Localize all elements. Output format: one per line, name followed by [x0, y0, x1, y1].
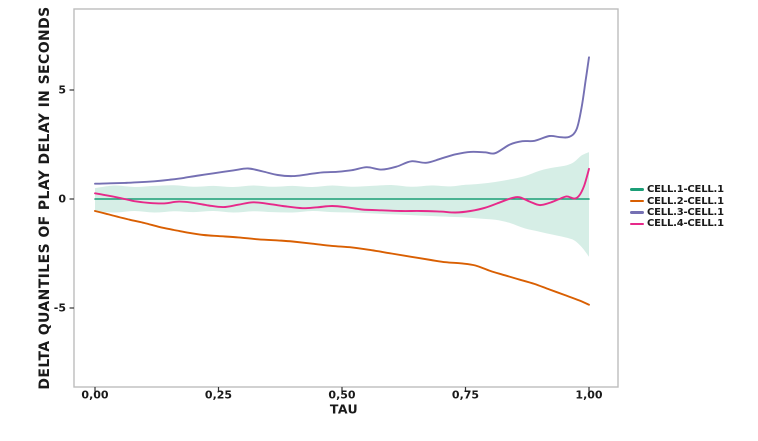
legend: CELL.1-CELL.1 CELL.2-CELL.1 CELL.3-CELL.… — [630, 184, 724, 230]
legend-item-label: CELL.2-CELL.1 — [647, 195, 724, 207]
confidence-band — [95, 152, 589, 257]
legend-key-line — [630, 188, 644, 191]
x-tick-label: 0,50 — [328, 388, 356, 402]
legend-item: CELL.4-CELL.1 — [630, 218, 724, 229]
series-line-CELL.3-CELL.1 — [94, 56, 590, 185]
x-axis-label: TAU — [329, 401, 359, 417]
plot-panel — [73, 8, 619, 388]
legend-item-label: CELL.1-CELL.1 — [647, 184, 724, 196]
legend-item-label: CELL.3-CELL.1 — [647, 206, 724, 218]
x-tick-label: 0,00 — [81, 388, 109, 402]
legend-key-line — [630, 199, 644, 203]
legend-item: CELL.1-CELL.1 — [630, 184, 724, 195]
x-tick-label: 0,25 — [204, 388, 233, 402]
y-tick-label: 5 — [58, 83, 66, 97]
x-tick-label: 0,75 — [451, 388, 480, 402]
legend-key-line — [630, 211, 644, 214]
series-line-CELL.4-CELL.1 — [94, 167, 590, 214]
x-tick-label: 1,00 — [575, 388, 603, 402]
legend-item-label: CELL.4-CELL.1 — [647, 218, 724, 230]
legend-item: CELL.3-CELL.1 — [630, 207, 724, 218]
y-axis-label: DELTA QUANTILES OF PLAY DELAY IN SECONDS — [37, 6, 53, 390]
series-line-CELL.2-CELL.1 — [94, 210, 590, 306]
y-tick-label: -5 — [53, 301, 66, 315]
y-tick-label: 0 — [58, 192, 66, 206]
legend-key-line — [630, 222, 644, 226]
legend-item: CELL.2-CELL.1 — [630, 195, 724, 207]
